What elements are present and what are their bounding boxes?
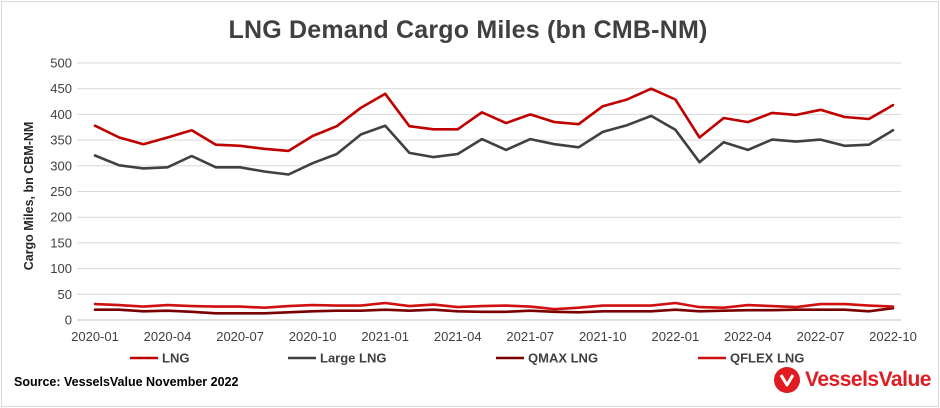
y-tick-label: 50 — [58, 287, 72, 302]
x-tick-labels: 2020-01 2020-04 2020-07 2020-10 2021-01 2021-… — [71, 329, 917, 344]
source-note: Source: VesselsValue November 2022 — [14, 375, 239, 389]
chart-title: LNG Demand Cargo Miles (bn CMB-NM) — [228, 16, 708, 44]
y-tick-label: 350 — [50, 133, 72, 148]
series-line-qflex-lng — [93, 301, 895, 311]
y-tick-label: 200 — [50, 210, 72, 225]
x-tick-label: 2022-01 — [652, 329, 700, 344]
y-axis-label: Cargo Miles, bn CBM-NM — [22, 122, 36, 271]
y-tick-label: 450 — [50, 81, 72, 96]
legend-label: QMAX LNG — [528, 351, 598, 366]
y-tick-label: 300 — [50, 158, 72, 173]
grid-lines — [77, 62, 901, 321]
series-lines — [93, 87, 895, 315]
legend-label: QFLEX LNG — [730, 351, 804, 366]
x-tick-label: 2020-04 — [144, 329, 192, 344]
x-tick-label: 2020-01 — [71, 329, 119, 344]
y-tick-label: 400 — [50, 107, 72, 122]
series-line-large-lng — [93, 114, 895, 176]
x-tick-label: 2020-10 — [289, 329, 337, 344]
legend-label: Large LNG — [320, 351, 386, 366]
x-tick-label: 2021-07 — [506, 329, 554, 344]
x-tick-label: 2021-01 — [361, 329, 409, 344]
legend: LNG Large LNG QMAX LNG QFLEX LNG — [130, 351, 804, 366]
y-tick-labels: 0 50 100 150 200 250 300 350 400 450 500 — [50, 56, 72, 328]
y-tick-label: 100 — [50, 261, 72, 276]
x-tick-label: 2021-10 — [579, 329, 627, 344]
legend-label: LNG — [162, 351, 189, 366]
x-tick-label: 2022-04 — [724, 329, 772, 344]
brand-name: VesselsValue — [805, 368, 931, 391]
x-tick-label: 2020-07 — [216, 329, 264, 344]
y-tick-label: 150 — [50, 235, 72, 250]
y-tick-label: 250 — [50, 184, 72, 199]
x-tick-label: 2022-07 — [797, 329, 845, 344]
brand-logo: VesselsValue — [774, 366, 931, 394]
vesselsvalue-logo-icon — [774, 367, 800, 393]
series-line-lng — [93, 87, 895, 153]
y-tick-label: 0 — [65, 313, 72, 328]
x-tick-label: 2021-04 — [434, 329, 482, 344]
series-line-qmax-lng — [93, 306, 895, 315]
y-tick-label: 500 — [50, 56, 72, 71]
x-tick-label: 2022-10 — [869, 329, 917, 344]
